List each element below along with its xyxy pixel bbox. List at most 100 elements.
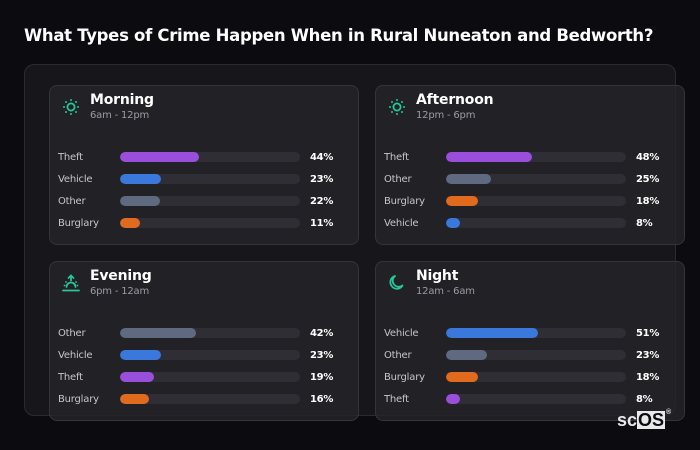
bar-fill [120, 328, 196, 338]
card-header: Evening 6pm - 12am [60, 268, 152, 298]
bar-label: Burglary [58, 393, 99, 405]
sun-icon [386, 96, 408, 118]
card-afternoon: Afternoon 12pm - 6pm Theft 48% Other 25%… [375, 85, 685, 245]
sun-icon [60, 96, 82, 118]
bar-fill [120, 350, 162, 360]
card-header: Morning 6am - 12pm [60, 92, 154, 122]
bar-track [446, 372, 626, 382]
bar-row: Burglary 16% [58, 388, 348, 410]
logo-text-os: OS [637, 410, 666, 430]
bar-row: Other 23% [384, 344, 674, 366]
bar-track [120, 394, 300, 404]
bar-label: Vehicle [384, 217, 419, 229]
moon-icon [386, 272, 408, 294]
bar-label: Burglary [58, 217, 99, 229]
bar-label: Theft [58, 151, 83, 163]
bar-track [120, 328, 300, 338]
bar-value: 42% [310, 327, 334, 339]
bar-track [446, 328, 626, 338]
card-subtitle: 6pm - 12am [90, 286, 150, 297]
bar-row: Vehicle 23% [58, 168, 348, 190]
sunset-icon [60, 272, 82, 294]
bar-label: Other [384, 349, 412, 361]
bar-row: Theft 48% [384, 146, 674, 168]
bar-value: 22% [310, 195, 334, 207]
logo-text-sc: sc [617, 410, 638, 430]
chart-title: What Types of Crime Happen When in Rural… [24, 26, 654, 45]
bar-fill [446, 372, 479, 382]
bar-track [120, 196, 300, 206]
bar-fill [446, 350, 488, 360]
bar-track [120, 152, 300, 162]
bar-label: Theft [58, 371, 83, 383]
bar-label: Theft [384, 151, 409, 163]
bar-fill [446, 218, 461, 228]
bar-fill [446, 394, 461, 404]
bar-value: 51% [636, 327, 660, 339]
bar-label: Vehicle [384, 327, 419, 339]
card-night: Night 12am - 6am Vehicle 51% Other 23% B… [375, 261, 685, 421]
bar-label: Vehicle [58, 173, 93, 185]
bar-label: Other [384, 173, 412, 185]
bar-row: Burglary 18% [384, 190, 674, 212]
scos-logo: sc OS ® [617, 409, 672, 430]
bar-value: 8% [636, 217, 653, 229]
bar-value: 8% [636, 393, 653, 405]
card-morning: Morning 6am - 12pm Theft 44% Vehicle 23%… [49, 85, 359, 245]
bar-value: 11% [310, 217, 334, 229]
bar-label: Theft [384, 393, 409, 405]
bar-row: Burglary 18% [384, 366, 674, 388]
bar-value: 18% [636, 371, 660, 383]
bar-label: Burglary [384, 371, 425, 383]
bar-row: Theft 44% [58, 146, 348, 168]
bar-label: Burglary [384, 195, 425, 207]
bar-list: Other 42% Vehicle 23% Theft 19% Burglary… [58, 322, 348, 410]
bar-row: Vehicle 23% [58, 344, 348, 366]
bar-value: 25% [636, 173, 660, 185]
bar-track [446, 218, 626, 228]
bar-fill [446, 152, 533, 162]
bar-track [446, 394, 626, 404]
bar-row: Burglary 11% [58, 212, 348, 234]
bar-track [446, 174, 626, 184]
bar-fill [446, 196, 479, 206]
bar-value: 16% [310, 393, 334, 405]
bar-value: 48% [636, 151, 660, 163]
card-evening: Evening 6pm - 12am Other 42% Vehicle 23%… [49, 261, 359, 421]
bar-track [120, 174, 300, 184]
bar-row: Vehicle 51% [384, 322, 674, 344]
registered-mark: ® [666, 409, 672, 416]
bar-fill [446, 328, 538, 338]
bar-track [120, 372, 300, 382]
bar-list: Vehicle 51% Other 23% Burglary 18% Theft… [384, 322, 674, 410]
bar-value: 19% [310, 371, 334, 383]
card-subtitle: 12am - 6am [416, 286, 475, 297]
bar-value: 23% [310, 349, 334, 361]
card-header: Afternoon 12pm - 6pm [386, 92, 494, 122]
bar-fill [120, 152, 200, 162]
bar-row: Other 25% [384, 168, 674, 190]
bar-row: Other 42% [58, 322, 348, 344]
bar-track [446, 350, 626, 360]
card-title: Afternoon [416, 92, 494, 108]
bar-fill [120, 394, 149, 404]
bar-track [446, 196, 626, 206]
bar-label: Other [58, 195, 86, 207]
bar-track [446, 152, 626, 162]
bar-row: Theft 8% [384, 388, 674, 410]
card-title: Evening [90, 268, 152, 284]
bar-fill [446, 174, 491, 184]
card-header: Night 12am - 6am [386, 268, 475, 298]
bar-label: Vehicle [58, 349, 93, 361]
bar-track [120, 350, 300, 360]
bar-fill [120, 218, 140, 228]
card-title: Morning [90, 92, 154, 108]
bar-list: Theft 48% Other 25% Burglary 18% Vehicle… [384, 146, 674, 234]
card-title: Night [416, 268, 459, 284]
bar-value: 18% [636, 195, 660, 207]
bar-track [120, 218, 300, 228]
bar-row: Vehicle 8% [384, 212, 674, 234]
bar-list: Theft 44% Vehicle 23% Other 22% Burglary… [58, 146, 348, 234]
bar-fill [120, 372, 155, 382]
bar-fill [120, 196, 160, 206]
